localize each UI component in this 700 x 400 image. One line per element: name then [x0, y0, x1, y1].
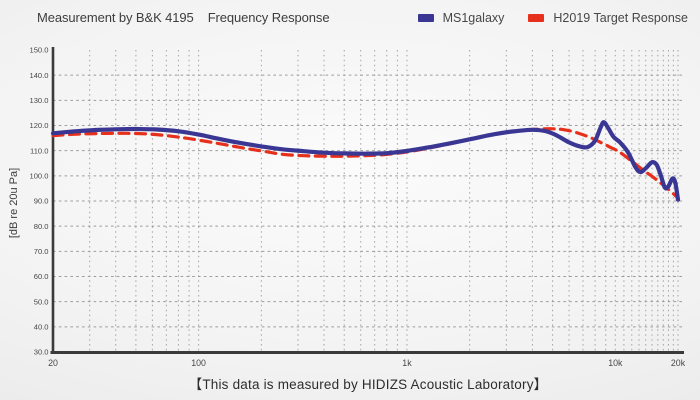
legend-item-ms1galaxy: MS1galaxy [417, 10, 505, 25]
x-tick-label: 20 [48, 358, 58, 368]
y-tick-label: 70.0 [34, 247, 49, 256]
y-tick-label: 30.0 [34, 348, 49, 357]
x-tick-label: 10k [608, 358, 623, 368]
title-chart-type: Frequency Response [207, 10, 330, 25]
x-tick-label: 20k [671, 358, 686, 368]
footer-note: 【This data is measured by HIDIZS Acousti… [188, 377, 548, 392]
y-tick-label: 60.0 [34, 272, 49, 281]
y-tick-label: 110.0 [30, 146, 48, 155]
legend: MS1galaxy H2019 Target Response [417, 10, 688, 25]
y-tick-label: 80.0 [34, 222, 49, 231]
y-tick-label: 50.0 [34, 297, 49, 306]
y-tick-label: 40.0 [34, 322, 49, 331]
legend-label-ms1galaxy: MS1galaxy [442, 10, 505, 25]
y-tick-label: 140.0 [29, 71, 48, 80]
x-tick-label: 1k [402, 358, 412, 368]
chart-header: Measurement by B&K 4195 Frequency Respons… [37, 10, 688, 25]
y-tick-label: 150.0 [29, 46, 48, 55]
chart-title: Measurement by B&K 4195 Frequency Respons… [37, 10, 330, 25]
legend-swatch-blue [417, 13, 434, 22]
legend-item-h2019-target: H2019 Target Response [528, 11, 688, 25]
y-tick-label: 120.0 [29, 121, 48, 130]
legend-swatch-red [528, 13, 545, 22]
y-tick-label: 130.0 [29, 96, 48, 105]
curve-ms1galaxy [50, 120, 681, 202]
y-tick-label: 100.0 [29, 171, 48, 180]
title-measurement: Measurement by B&K 4195 [37, 10, 194, 25]
y-tick-label: 90.0 [34, 197, 49, 206]
curve-h2019-target-response [51, 127, 680, 200]
legend-label-h2019-target: H2019 Target Response [553, 10, 688, 25]
x-tick-label: 100 [191, 358, 206, 368]
y-axis-title: [dB re 20u Pa] [8, 168, 20, 238]
